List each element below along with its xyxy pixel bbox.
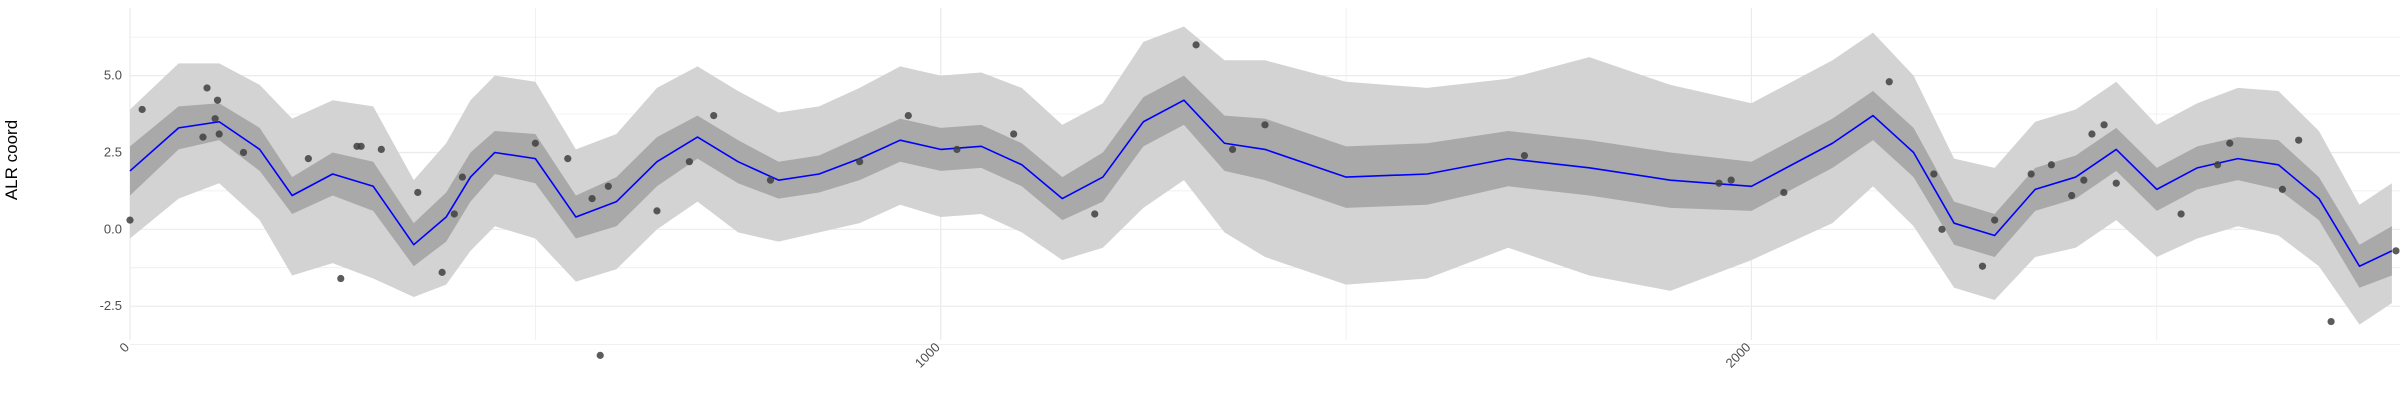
y-tick-label: 2.5 — [104, 144, 122, 159]
data-point — [766, 176, 775, 184]
data-point — [2080, 176, 2088, 184]
data-point — [604, 182, 612, 190]
data-point — [2112, 179, 2120, 187]
data-point — [1261, 121, 1269, 129]
data-point — [1228, 145, 1237, 154]
data-point — [2213, 161, 2222, 169]
data-point — [1991, 216, 1999, 224]
observed-points — [126, 41, 2400, 359]
data-point — [450, 210, 458, 218]
data-point — [2068, 191, 2076, 200]
data-point — [2027, 170, 2035, 178]
data-point — [438, 268, 446, 276]
y-tick-label: -2.5 — [100, 298, 122, 313]
mean-curve — [129, 99, 2393, 268]
data-point — [1780, 188, 1788, 197]
data-point — [126, 216, 134, 224]
data-point — [1010, 130, 1018, 138]
data-point — [213, 96, 222, 104]
data-point — [138, 105, 146, 114]
data-point — [2177, 210, 2185, 218]
data-point — [337, 274, 345, 283]
data-point — [2047, 161, 2055, 169]
data-point — [653, 207, 661, 215]
data-point — [2295, 136, 2303, 144]
data-point — [2392, 247, 2400, 255]
data-point — [1727, 176, 1735, 184]
data-point — [904, 111, 912, 120]
data-point — [1091, 210, 1099, 218]
data-point — [215, 130, 223, 138]
data-point — [414, 188, 422, 197]
data-point — [531, 139, 539, 147]
data-point — [357, 142, 365, 150]
mean-line — [129, 99, 2393, 268]
y-tick-label: 5.0 — [104, 68, 122, 83]
data-point — [1192, 41, 1200, 49]
data-point — [2327, 317, 2335, 326]
data-point — [1715, 179, 1723, 187]
data-point — [377, 145, 385, 154]
data-point — [1520, 151, 1529, 160]
data-point — [203, 84, 211, 92]
data-point — [953, 145, 961, 154]
data-point — [199, 133, 207, 141]
data-point — [211, 115, 219, 123]
data-point — [1938, 225, 1946, 233]
data-point — [458, 173, 466, 181]
data-point — [1930, 170, 1938, 178]
data-point — [1885, 78, 1893, 86]
data-point — [685, 158, 693, 166]
data-point — [856, 158, 864, 166]
data-point — [2088, 130, 2096, 138]
confidence-bands — [130, 26, 2392, 325]
data-point — [304, 155, 312, 163]
data-point — [239, 148, 248, 157]
data-point — [564, 155, 572, 163]
inner-band — [130, 75, 2392, 288]
data-point — [588, 194, 596, 203]
data-point — [710, 111, 718, 120]
data-point — [596, 351, 604, 359]
y-tick-label: 0.0 — [104, 221, 122, 236]
data-point — [2226, 139, 2234, 147]
data-point — [1978, 262, 1987, 270]
data-point — [2278, 185, 2287, 193]
y-axis-title: ALR coord — [2, 120, 21, 200]
data-point — [2100, 121, 2108, 129]
y-axis-ticks: -2.5 0.0 2.5 5.0 — [100, 68, 122, 314]
